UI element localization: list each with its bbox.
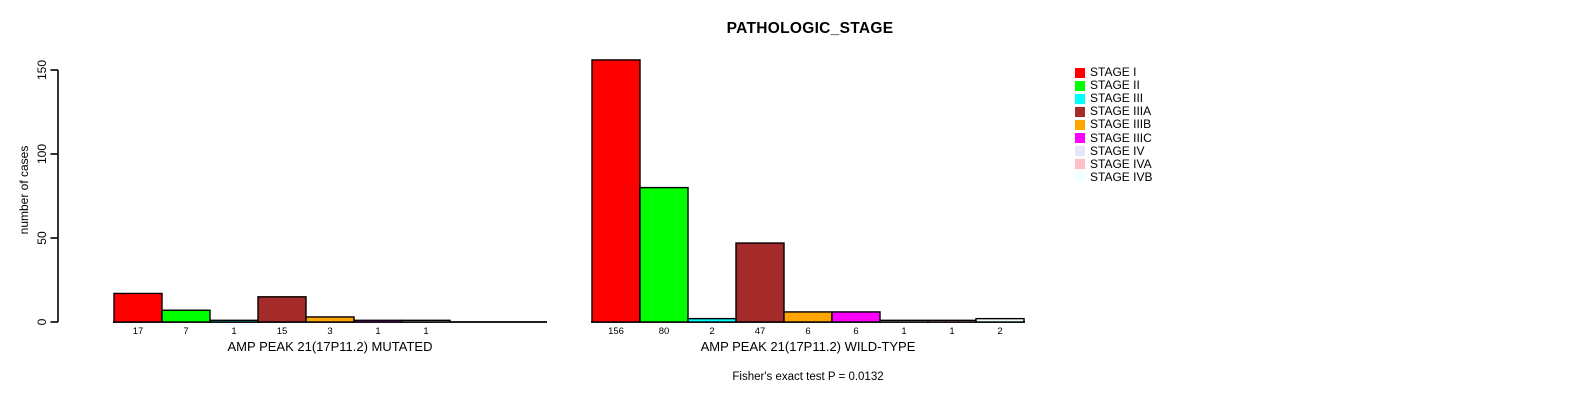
bar-value-label: 1	[901, 326, 906, 337]
y-tick-label: 150	[35, 60, 49, 80]
legend-label: STAGE IIIA	[1090, 104, 1152, 119]
bar	[735, 242, 785, 323]
x-axis-label-wild-type: AMP PEAK 21(17P11.2) WILD-TYPE	[700, 339, 916, 354]
legend-label: STAGE IIIB	[1090, 117, 1152, 132]
legend-label: STAGE I	[1090, 65, 1137, 80]
bar-value-label: 2	[709, 326, 714, 337]
bar-value-label: 17	[133, 326, 144, 337]
bar-value-label: 80	[659, 326, 670, 337]
bar	[305, 316, 355, 323]
legend-item: STAGE I	[1075, 66, 1152, 79]
legend-label: STAGE IIIC	[1090, 130, 1152, 145]
legend-swatch	[1075, 119, 1085, 130]
bar-value-label: 7	[183, 326, 188, 337]
bar	[975, 317, 1025, 323]
legend-swatch	[1075, 93, 1085, 104]
bar	[639, 186, 689, 323]
bar-value-label: 2	[997, 326, 1002, 337]
legend-item: STAGE II	[1075, 79, 1152, 92]
fisher-test-annotation: Fisher's exact test P = 0.0132	[732, 371, 884, 383]
bar-value-label: 1	[949, 326, 954, 337]
legend-label: STAGE II	[1090, 78, 1140, 93]
legend-swatch	[1075, 172, 1085, 183]
bar	[401, 319, 451, 323]
bar-value-label: 47	[755, 326, 766, 337]
legend-item: STAGE IVB	[1075, 169, 1153, 184]
legend-label: STAGE IV	[1090, 143, 1145, 158]
bar	[687, 317, 737, 323]
legend-item: STAGE IV	[1075, 143, 1152, 158]
bar-value-label: 1	[231, 326, 236, 337]
bar	[879, 319, 929, 323]
legend-label: STAGE III	[1090, 91, 1144, 106]
x-axis-label-mutated: AMP PEAK 21(17P11.2) MUTATED	[227, 339, 433, 354]
bar-value-label: 1	[375, 326, 380, 337]
bar	[113, 292, 163, 323]
legend-label: STAGE IVB	[1090, 169, 1153, 184]
legend-swatch	[1075, 106, 1085, 117]
chart-title: PATHOLOGIC_STAGE	[726, 20, 894, 37]
bar	[257, 296, 307, 323]
legend-item: STAGE IIIA	[1075, 105, 1152, 118]
legend-item: STAGE III	[1075, 92, 1152, 105]
legend-swatch	[1075, 133, 1085, 144]
legend-item: STAGE IIIC	[1075, 131, 1152, 144]
y-tick-label: 0	[35, 318, 49, 325]
bar-value-label: 156	[608, 326, 624, 337]
legend-label: STAGE IVA	[1090, 156, 1152, 171]
y-tick-label: 100	[35, 144, 49, 164]
legend: STAGE I STAGE II STAGE III STAGE IIIA STAGE …	[1075, 66, 1152, 184]
bar	[591, 59, 641, 323]
y-axis-title: number of cases	[17, 146, 31, 235]
legend-swatch	[1075, 146, 1085, 157]
legend-item: STAGE IIIB	[1075, 118, 1152, 131]
bar	[209, 319, 259, 323]
legend-swatch	[1075, 159, 1085, 170]
bar-value-label: 15	[277, 326, 288, 337]
bar	[783, 311, 833, 323]
bar-value-label: 1	[423, 326, 428, 337]
bar	[161, 309, 211, 323]
legend-swatch	[1075, 67, 1085, 78]
legend-swatch	[1075, 80, 1085, 91]
bar	[831, 311, 881, 323]
y-tick-label: 50	[35, 231, 49, 245]
bar	[353, 319, 403, 323]
legend-item: STAGE IVA	[1075, 156, 1152, 171]
bar-value-label: 6	[805, 326, 810, 337]
bar-value-label: 3	[327, 326, 332, 337]
bar-value-label: 6	[853, 326, 858, 337]
bar	[927, 319, 977, 323]
